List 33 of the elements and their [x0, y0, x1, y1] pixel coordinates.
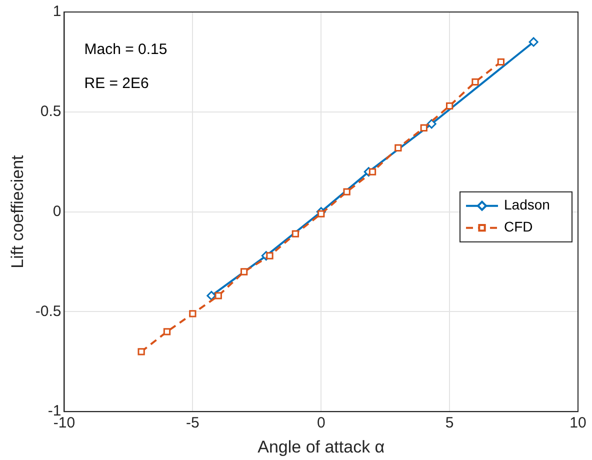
- point: [214, 292, 222, 300]
- point: [472, 78, 479, 86]
- point: [240, 268, 248, 276]
- point: [394, 144, 402, 152]
- point: [189, 310, 196, 318]
- annotation: RE = 2E6: [84, 75, 149, 92]
- y-tick-label: 1: [52, 3, 62, 20]
- x-tick-label: 10: [570, 414, 586, 432]
- y-tick-label: -0.5: [35, 302, 62, 320]
- point: [497, 58, 505, 66]
- y-tick-label: 0: [52, 202, 62, 220]
- point: [163, 328, 171, 336]
- legend-label: CFD: [504, 218, 533, 235]
- x-tick-label: 5: [445, 414, 454, 432]
- point: [206, 290, 216, 300]
- point: [446, 102, 454, 110]
- point: [426, 119, 436, 129]
- point: [368, 168, 376, 176]
- x-tick-label: -10: [53, 414, 76, 432]
- x-tick-label: -5: [186, 414, 200, 432]
- point: [343, 188, 350, 196]
- point: [266, 252, 274, 260]
- x-axis-title: Angle of attack α: [258, 437, 385, 456]
- y-tick-label: 0.5: [40, 103, 62, 120]
- x-tick-label: 0: [316, 414, 326, 432]
- legend-label: Ladson: [504, 196, 550, 213]
- point: [292, 230, 300, 238]
- point: [420, 124, 428, 132]
- y-axis-title: Lift coeffiecient: [8, 154, 27, 268]
- annotation: Mach = 0.15: [84, 41, 168, 58]
- point: [138, 348, 145, 356]
- point: [528, 37, 538, 47]
- point: [318, 210, 325, 218]
